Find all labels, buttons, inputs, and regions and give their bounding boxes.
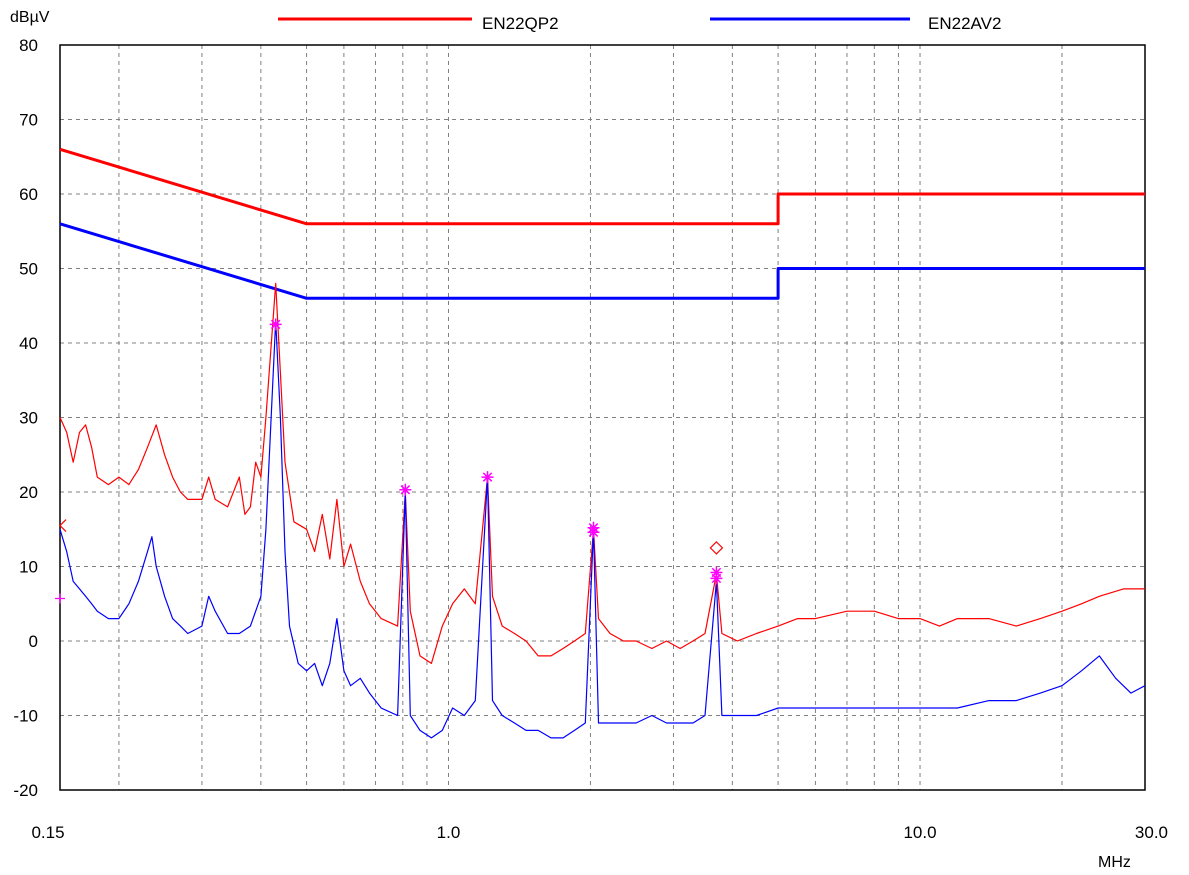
grid bbox=[60, 45, 1145, 790]
peak-markers bbox=[55, 318, 724, 604]
x-tick-labels: 0.15 1.0 10.0 30.0 bbox=[31, 823, 1168, 842]
x-tick-label: 0.15 bbox=[31, 823, 64, 842]
peak-marker-asterisk bbox=[481, 471, 494, 484]
legend-label-en22qp2: EN22QP2 bbox=[482, 14, 559, 33]
x-tick-label: 30.0 bbox=[1135, 823, 1168, 842]
peak-marker-asterisk bbox=[710, 572, 723, 585]
edge-marker-less-than bbox=[59, 519, 67, 532]
y-tick-label: 70 bbox=[19, 111, 38, 130]
x-axis-unit: MHz bbox=[1098, 854, 1131, 871]
y-tick-label: 20 bbox=[19, 483, 38, 502]
y-tick-label: 50 bbox=[19, 260, 38, 279]
peak-marker-asterisk bbox=[269, 318, 282, 331]
legend: EN22QP2 EN22AV2 bbox=[278, 14, 1001, 33]
y-tick-label: 30 bbox=[19, 409, 38, 428]
peak-marker-asterisk bbox=[399, 483, 412, 496]
legend-label-en22av2: EN22AV2 bbox=[928, 14, 1001, 33]
limit-line-en22qp2 bbox=[59, 147, 1145, 226]
y-tick-label: -10 bbox=[13, 707, 38, 726]
edge-marker-plus bbox=[55, 593, 65, 604]
y-tick-label: 60 bbox=[19, 185, 38, 204]
measurement-traces bbox=[59, 282, 1146, 739]
peak-marker-diamond bbox=[709, 541, 724, 555]
y-tick-label: 40 bbox=[19, 334, 38, 353]
peak-marker-asterisk bbox=[587, 526, 600, 539]
y-tick-label: -20 bbox=[13, 781, 38, 800]
trace-quasi-peak bbox=[59, 282, 1145, 665]
y-tick-label: 0 bbox=[29, 632, 38, 651]
x-tick-label: 10.0 bbox=[903, 823, 936, 842]
y-tick-label: 10 bbox=[19, 558, 38, 577]
limit-lines bbox=[59, 147, 1145, 300]
x-tick-label: 1.0 bbox=[437, 823, 461, 842]
limit-line-en22av2 bbox=[59, 222, 1145, 300]
trace-average bbox=[59, 320, 1146, 739]
y-tick-labels: 80 70 60 50 40 30 20 10 0 -10 -20 bbox=[13, 36, 38, 800]
y-tick-label: 80 bbox=[19, 36, 38, 55]
y-axis-unit: dBµV bbox=[10, 9, 50, 26]
